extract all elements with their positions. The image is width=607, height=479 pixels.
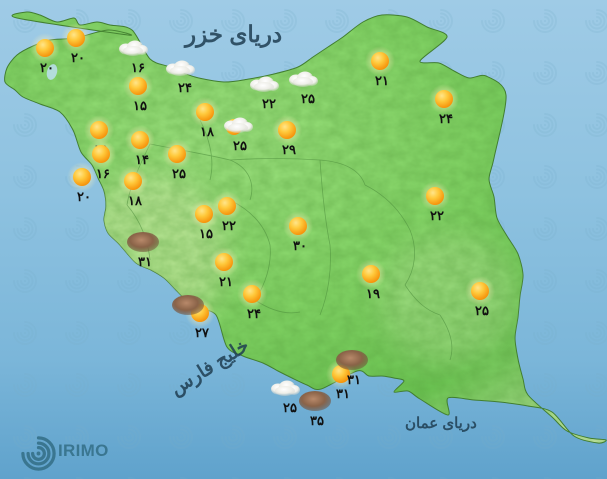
svg-text:دریای خزر: دریای خزر (183, 21, 282, 49)
svg-text:۱۸: ۱۸ (128, 193, 143, 208)
svg-text:دریای عمان: دریای عمان (405, 415, 477, 432)
svg-text:۲۱: ۲۱ (375, 73, 389, 88)
svg-text:۲۱: ۲۱ (219, 274, 233, 289)
svg-text:۱۶: ۱۶ (96, 166, 110, 181)
svg-text:۱۵: ۱۵ (199, 226, 213, 241)
svg-text:۳۱: ۳۱ (336, 386, 350, 401)
svg-text:۳۱: ۳۱ (347, 372, 361, 387)
svg-text:۲۵: ۲۵ (475, 303, 489, 318)
svg-text:۲۲: ۲۲ (430, 208, 444, 223)
svg-text:۲۹: ۲۹ (282, 142, 296, 157)
svg-text:۲۴: ۲۴ (439, 111, 453, 126)
svg-text:۲۰: ۲۰ (40, 60, 54, 75)
svg-text:IRIMO: IRIMO (58, 441, 109, 460)
svg-text:۳۱: ۳۱ (138, 254, 152, 269)
svg-text:۲۷: ۲۷ (195, 325, 210, 340)
svg-text:۲۲: ۲۲ (262, 96, 276, 111)
svg-text:۲۰: ۲۰ (71, 50, 85, 65)
svg-text:۲۵: ۲۵ (301, 91, 315, 106)
svg-text:۲۵: ۲۵ (233, 138, 247, 153)
svg-text:۲۴: ۲۴ (247, 306, 261, 321)
svg-text:۲۵: ۲۵ (172, 166, 186, 181)
svg-text:۱۸: ۱۸ (200, 124, 215, 139)
svg-text:۳۵: ۳۵ (310, 413, 324, 428)
svg-text:۲۵: ۲۵ (283, 400, 297, 415)
svg-text:۱۴: ۱۴ (135, 152, 149, 167)
svg-text:۳۰: ۳۰ (293, 238, 307, 253)
svg-text:۲۰: ۲۰ (77, 189, 91, 204)
svg-text:۱۹: ۱۹ (366, 286, 380, 301)
svg-text:۱۵: ۱۵ (133, 98, 147, 113)
svg-text:۲۲: ۲۲ (222, 218, 236, 233)
svg-text:۲۴: ۲۴ (178, 80, 192, 95)
